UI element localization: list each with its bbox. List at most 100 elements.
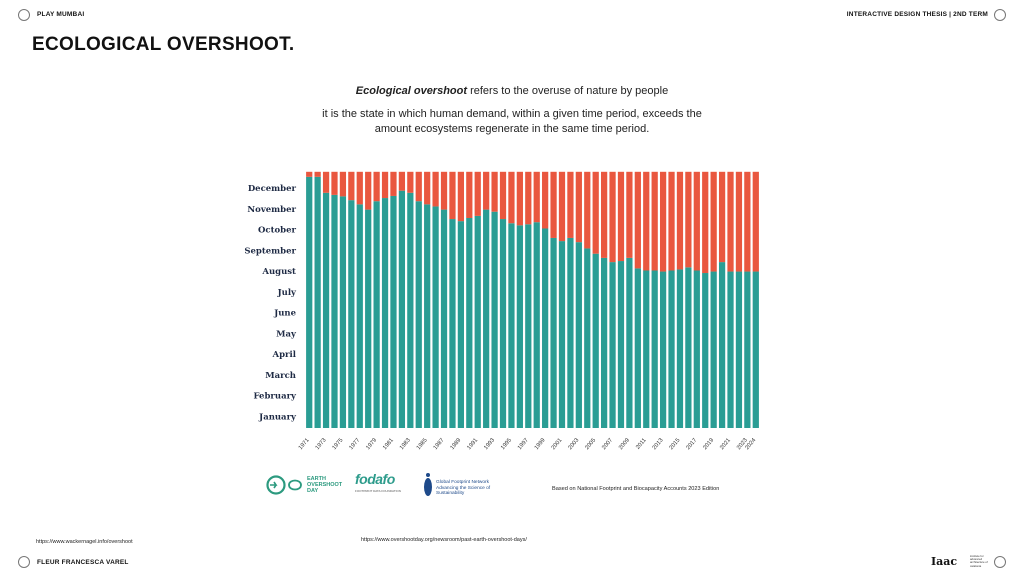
- earth-overshoot-day-icon: [266, 475, 286, 495]
- x-tick-label: 2011: [635, 437, 648, 450]
- bar-within-1979: [373, 201, 380, 428]
- bar-overshoot-2003: [575, 171, 582, 243]
- intro-term: Ecological overshoot: [355, 85, 468, 97]
- bar-within-1984: [415, 201, 422, 428]
- bar-within-1992: [483, 209, 490, 428]
- bar-overshoot-1976: [348, 171, 355, 201]
- intro-explanation: it is the state in which human demand, w…: [322, 108, 702, 135]
- x-tick-label: 1997: [517, 437, 530, 451]
- x-tick-label: 1999: [534, 437, 547, 451]
- bar-overshoot-2012: [651, 171, 658, 271]
- bar-within-1981: [390, 195, 397, 428]
- bar-within-1987: [440, 209, 448, 428]
- bar-overshoot-1983: [407, 171, 414, 193]
- fodafo-wordmark: fodafo: [355, 471, 395, 487]
- bar-overshoot-1977: [356, 171, 363, 205]
- x-tick-label: 2007: [601, 437, 614, 451]
- bar-overshoot-1985: [424, 171, 431, 205]
- bar-within-2006: [601, 257, 608, 428]
- y-tick-label: April: [272, 350, 297, 360]
- bar-overshoot-2010: [634, 171, 641, 269]
- header-right-label: INTERACTIVE DESIGN THESIS | 2ND TERM: [846, 11, 988, 18]
- footer-link-center[interactable]: https://www.overshootday.org/newsroom/pa…: [361, 537, 527, 543]
- bar-overshoot-2006: [601, 171, 608, 258]
- x-tick-label: 1983: [399, 437, 412, 451]
- eod-line3: DAY: [307, 488, 319, 494]
- bar-overshoot-2004: [584, 171, 591, 249]
- bar-overshoot-2008: [617, 171, 625, 262]
- bar-within-2003: [575, 242, 582, 428]
- bar-within-2019: [710, 271, 717, 428]
- x-tick-label: 2024: [744, 437, 757, 451]
- footer-link-left[interactable]: https://www.wackernagel.info/overshoot: [36, 539, 133, 545]
- x-tick-label: 1973: [315, 437, 328, 451]
- bar-within-2015: [676, 269, 684, 428]
- bar-within-1982: [398, 190, 406, 428]
- iaac-subtitle: institute for advanced architecture of c…: [970, 554, 988, 568]
- bar-within-1988: [449, 219, 456, 428]
- corner-circle-icon: [18, 9, 30, 21]
- bar-within-1997: [525, 224, 532, 428]
- bar-overshoot-1982: [398, 171, 406, 191]
- bar-within-2022: [735, 271, 743, 428]
- gfn-name: Global Footprint Network: [436, 480, 490, 485]
- bar-within-2013: [659, 271, 667, 428]
- bar-within-2014: [668, 270, 675, 428]
- y-tick-label: May: [276, 329, 297, 339]
- bar-overshoot-2015: [676, 171, 684, 270]
- bar-within-1974: [331, 194, 338, 428]
- bar-overshoot-1991: [474, 171, 481, 216]
- bar-overshoot-1990: [466, 171, 473, 218]
- bar-overshoot-2007: [609, 171, 616, 263]
- bar-within-1993: [491, 211, 498, 428]
- bar-overshoot-1989: [457, 171, 464, 222]
- bar-overshoot-1975: [339, 171, 347, 197]
- bar-overshoot-1992: [483, 171, 490, 210]
- bar-within-2017: [693, 270, 700, 428]
- loop-arrow-icon: [288, 479, 302, 491]
- bar-within-1994: [499, 219, 507, 428]
- bar-overshoot-2018: [702, 171, 709, 274]
- bar-within-2012: [651, 270, 658, 428]
- y-tick-label: March: [265, 371, 296, 381]
- intro-definition-rest: refers to the overuse of nature by peopl…: [467, 85, 669, 97]
- bar-within-1990: [466, 218, 473, 428]
- x-tick-label: 1985: [416, 437, 429, 451]
- bar-overshoot-1972: [314, 171, 321, 177]
- bar-within-2008: [617, 261, 625, 428]
- y-tick-label: July: [277, 288, 297, 298]
- fodafo-subtitle: FOOTPRINT DATA FOUNDATION: [355, 489, 401, 493]
- y-tick-label: January: [258, 412, 297, 422]
- bar-overshoot-2013: [659, 171, 667, 272]
- bar-overshoot-1979: [373, 171, 380, 202]
- corner-circle-icon: [18, 556, 30, 568]
- bar-within-2011: [643, 270, 650, 428]
- intro-definition: Ecological overshoot refers to the overu…: [0, 85, 1024, 97]
- footer-author: FLEUR FRANCESCA VAREL: [37, 559, 129, 566]
- gfn-tagline: Advancing the Science of Sustainability: [436, 485, 491, 497]
- bar-overshoot-2005: [592, 171, 599, 254]
- bar-within-2016: [685, 267, 692, 428]
- eod-line2: OVERSHOOT: [307, 482, 343, 488]
- bar-within-1980: [381, 198, 389, 428]
- bar-overshoot-2020: [718, 171, 726, 263]
- x-tick-label: 2001: [551, 437, 564, 451]
- bar-overshoot-1994: [499, 171, 507, 220]
- x-tick-label: 2005: [584, 437, 597, 451]
- bar-overshoot-1980: [381, 171, 389, 199]
- corner-circle-icon: [994, 9, 1006, 21]
- x-tick-label: 1977: [348, 437, 361, 451]
- bar-within-2002: [567, 237, 574, 428]
- bar-within-1986: [432, 206, 439, 428]
- x-tick-label: 1975: [332, 437, 345, 451]
- bar-overshoot-2011: [643, 171, 650, 271]
- bar-within-1999: [542, 228, 549, 428]
- bar-within-2024: [752, 271, 759, 428]
- bar-within-1973: [322, 192, 330, 428]
- bar-overshoot-2023: [744, 171, 751, 272]
- bar-overshoot-1993: [491, 171, 498, 212]
- bar-overshoot-2016: [685, 171, 692, 268]
- x-tick-label: 1993: [483, 437, 496, 451]
- bar-overshoot-2017: [693, 171, 700, 271]
